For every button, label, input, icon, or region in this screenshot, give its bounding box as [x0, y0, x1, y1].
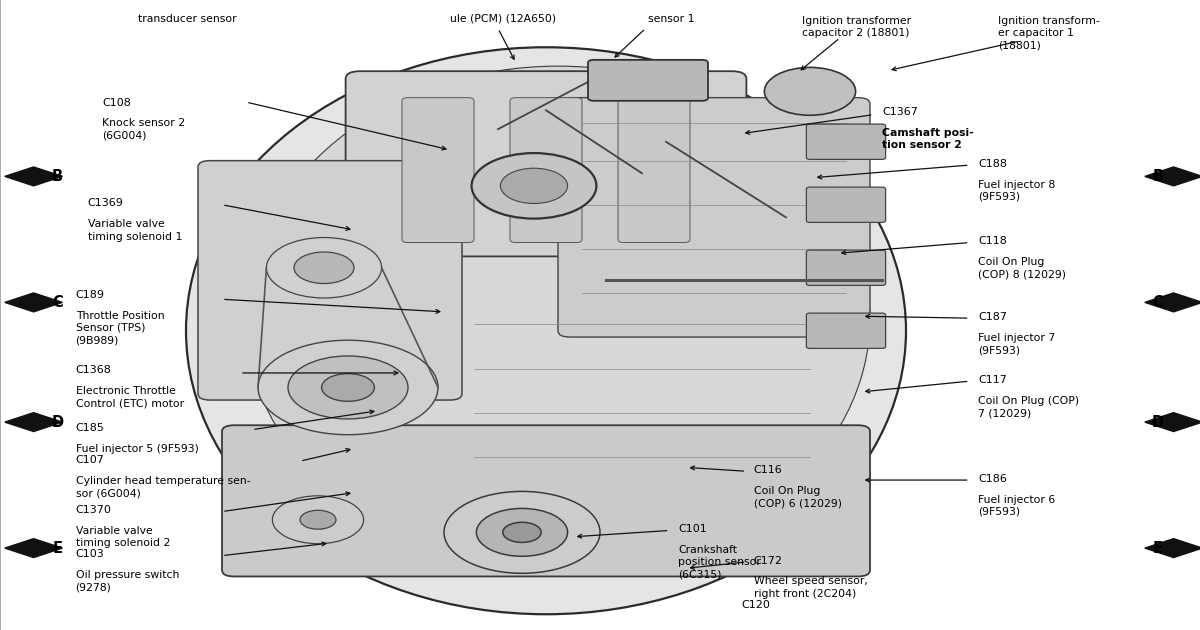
- Circle shape: [472, 153, 596, 219]
- Text: Ignition transform-
er capacitor 1
(18801): Ignition transform- er capacitor 1 (1880…: [998, 16, 1100, 50]
- Text: C: C: [1153, 295, 1163, 310]
- Text: C117: C117: [978, 375, 1007, 385]
- Text: Crankshaft
position sensor
(6C315): Crankshaft position sensor (6C315): [678, 545, 761, 580]
- Text: C172: C172: [754, 556, 782, 566]
- Text: transducer sensor: transducer sensor: [138, 14, 236, 24]
- Text: B: B: [1152, 169, 1164, 184]
- Circle shape: [258, 340, 438, 435]
- Text: C186: C186: [978, 474, 1007, 484]
- Text: Electronic Throttle
Control (ETC) motor: Electronic Throttle Control (ETC) motor: [76, 386, 184, 409]
- Circle shape: [322, 374, 374, 401]
- Polygon shape: [1145, 167, 1200, 186]
- Polygon shape: [1145, 413, 1200, 432]
- Text: Variable valve
timing solenoid 2: Variable valve timing solenoid 2: [76, 526, 170, 549]
- Text: Fuel injector 7
(9F593): Fuel injector 7 (9F593): [978, 333, 1055, 355]
- Text: C1369: C1369: [88, 198, 124, 209]
- Text: ule (PCM) (12A650): ule (PCM) (12A650): [450, 14, 556, 24]
- FancyBboxPatch shape: [806, 187, 886, 222]
- Circle shape: [476, 508, 568, 556]
- Text: Camshaft posi-
tion sensor 2: Camshaft posi- tion sensor 2: [882, 128, 973, 151]
- Text: C: C: [53, 295, 62, 310]
- Text: Throttle Position
Sensor (TPS)
(9B989): Throttle Position Sensor (TPS) (9B989): [76, 311, 164, 345]
- Polygon shape: [5, 413, 62, 432]
- Circle shape: [500, 168, 568, 203]
- Text: C1368: C1368: [76, 365, 112, 375]
- Text: Ignition transformer
capacitor 2 (18801): Ignition transformer capacitor 2 (18801): [802, 16, 911, 38]
- Text: C1370: C1370: [76, 505, 112, 515]
- Text: Oil pressure switch
(9278): Oil pressure switch (9278): [76, 570, 179, 593]
- Text: C116: C116: [754, 465, 782, 475]
- FancyBboxPatch shape: [806, 124, 886, 159]
- Text: Fuel injector 5 (9F593): Fuel injector 5 (9F593): [76, 444, 198, 454]
- Polygon shape: [5, 539, 62, 558]
- Text: Fuel injector 6
(9F593): Fuel injector 6 (9F593): [978, 495, 1055, 517]
- Text: B: B: [52, 169, 64, 184]
- Polygon shape: [1145, 539, 1200, 558]
- Polygon shape: [5, 167, 62, 186]
- Text: C188: C188: [978, 159, 1007, 169]
- Text: C107: C107: [76, 455, 104, 465]
- Text: Knock sensor 2
(6G004): Knock sensor 2 (6G004): [102, 118, 185, 141]
- Text: Fuel injector 8
(9F593): Fuel injector 8 (9F593): [978, 180, 1055, 202]
- Text: Coil On Plug (COP)
7 (12029): Coil On Plug (COP) 7 (12029): [978, 396, 1079, 418]
- FancyBboxPatch shape: [402, 98, 474, 243]
- Ellipse shape: [246, 66, 870, 570]
- FancyBboxPatch shape: [806, 313, 886, 348]
- Polygon shape: [5, 293, 62, 312]
- FancyBboxPatch shape: [222, 425, 870, 576]
- Text: D: D: [1152, 415, 1164, 430]
- Circle shape: [503, 522, 541, 542]
- Text: E: E: [1153, 541, 1163, 556]
- Circle shape: [294, 252, 354, 284]
- Text: Cylinder head temperature sen-
sor (6G004): Cylinder head temperature sen- sor (6G00…: [76, 476, 251, 498]
- Text: C108: C108: [102, 98, 131, 108]
- Circle shape: [272, 496, 364, 544]
- Polygon shape: [1145, 293, 1200, 312]
- Text: Coil On Plug
(COP) 6 (12029): Coil On Plug (COP) 6 (12029): [754, 486, 841, 508]
- Circle shape: [300, 510, 336, 529]
- Circle shape: [288, 356, 408, 419]
- Text: Wheel speed sensor,
right front (2C204): Wheel speed sensor, right front (2C204): [754, 576, 868, 599]
- Text: Coil On Plug
(COP) 8 (12029): Coil On Plug (COP) 8 (12029): [978, 257, 1066, 280]
- Text: C118: C118: [978, 236, 1007, 246]
- Text: C187: C187: [978, 312, 1007, 322]
- FancyBboxPatch shape: [558, 98, 870, 337]
- FancyBboxPatch shape: [806, 250, 886, 285]
- Text: E: E: [53, 541, 62, 556]
- Circle shape: [444, 491, 600, 573]
- Text: C189: C189: [76, 290, 104, 300]
- Ellipse shape: [186, 47, 906, 614]
- Text: sensor 1: sensor 1: [648, 14, 695, 24]
- Text: C101: C101: [678, 524, 707, 534]
- Text: C120: C120: [742, 600, 770, 610]
- Text: Variable valve
timing solenoid 1: Variable valve timing solenoid 1: [88, 219, 182, 242]
- Text: C185: C185: [76, 423, 104, 433]
- FancyBboxPatch shape: [588, 60, 708, 101]
- FancyBboxPatch shape: [198, 161, 462, 400]
- Circle shape: [266, 238, 382, 298]
- Text: D: D: [52, 415, 64, 430]
- Text: C1367: C1367: [882, 107, 918, 117]
- FancyBboxPatch shape: [346, 71, 746, 256]
- Text: C103: C103: [76, 549, 104, 559]
- FancyBboxPatch shape: [510, 98, 582, 243]
- Circle shape: [764, 67, 856, 115]
- FancyBboxPatch shape: [618, 98, 690, 243]
